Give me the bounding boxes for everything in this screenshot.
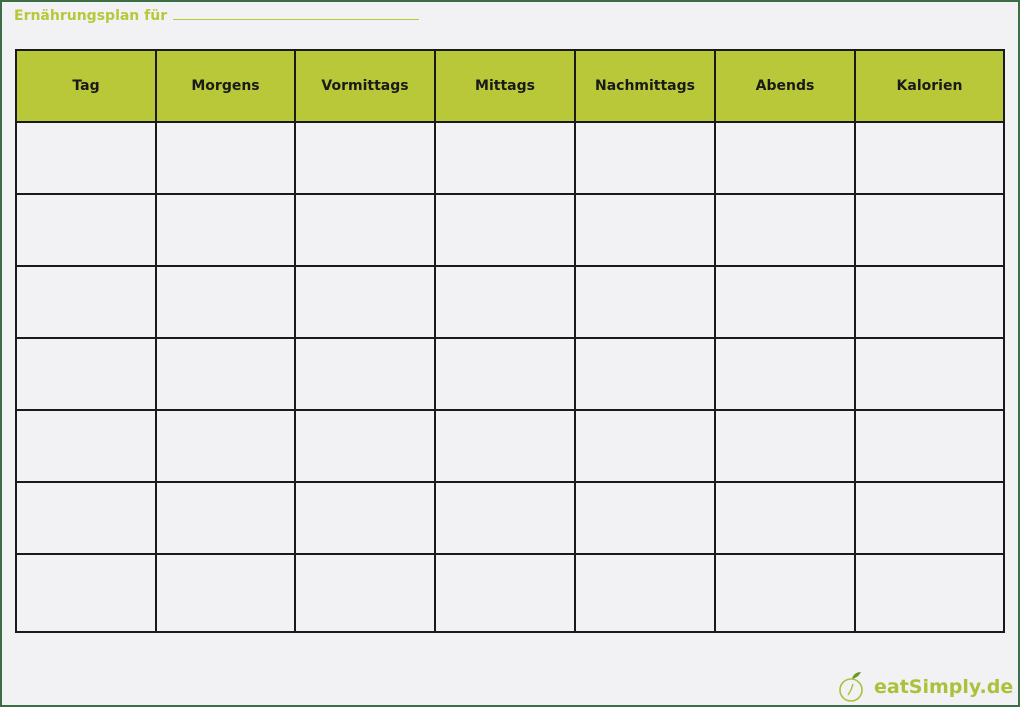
table-cell[interactable] bbox=[714, 265, 856, 339]
col-header-tag: Tag bbox=[15, 49, 157, 123]
table-row bbox=[15, 481, 1005, 555]
table-cell[interactable] bbox=[714, 337, 856, 411]
table-cell[interactable] bbox=[434, 553, 576, 633]
col-header-mittags: Mittags bbox=[434, 49, 576, 123]
table-cell[interactable] bbox=[15, 337, 157, 411]
table-cell[interactable] bbox=[434, 337, 576, 411]
table-cell[interactable] bbox=[294, 193, 436, 267]
table-cell[interactable] bbox=[434, 265, 576, 339]
table-cell[interactable] bbox=[434, 481, 576, 555]
eatsimply-logo: eatSimply.de bbox=[838, 671, 1013, 703]
table-row bbox=[15, 337, 1005, 411]
col-header-vormittags: Vormittags bbox=[294, 49, 436, 123]
col-header-kalorien: Kalorien bbox=[854, 49, 1005, 123]
table-cell[interactable] bbox=[574, 409, 716, 483]
table-cell[interactable] bbox=[155, 121, 296, 195]
table-cell[interactable] bbox=[714, 121, 856, 195]
table-cell[interactable] bbox=[15, 265, 157, 339]
name-blank-line[interactable] bbox=[173, 5, 420, 20]
table-cell[interactable] bbox=[854, 121, 1005, 195]
table-row bbox=[15, 265, 1005, 339]
table-cell[interactable] bbox=[714, 481, 856, 555]
table-cell[interactable] bbox=[15, 481, 157, 555]
table-row bbox=[15, 193, 1005, 267]
table-cell[interactable] bbox=[294, 337, 436, 411]
table-cell[interactable] bbox=[854, 265, 1005, 339]
apple-stopwatch-icon bbox=[839, 672, 863, 702]
table-cell[interactable] bbox=[294, 121, 436, 195]
table-cell[interactable] bbox=[854, 193, 1005, 267]
table-cell[interactable] bbox=[155, 265, 296, 339]
table-cell[interactable] bbox=[574, 121, 716, 195]
meal-plan-table: Tag Morgens Vormittags Mittags Nachmitta… bbox=[15, 49, 1005, 633]
col-header-morgens: Morgens bbox=[155, 49, 296, 123]
table-cell[interactable] bbox=[15, 553, 157, 633]
table-row bbox=[15, 409, 1005, 483]
table-cell[interactable] bbox=[574, 481, 716, 555]
table-cell[interactable] bbox=[434, 409, 576, 483]
table-cell[interactable] bbox=[155, 409, 296, 483]
table-cell[interactable] bbox=[155, 337, 296, 411]
table-cell[interactable] bbox=[294, 481, 436, 555]
table-cell[interactable] bbox=[294, 553, 436, 633]
table-row bbox=[15, 121, 1005, 195]
table-cell[interactable] bbox=[294, 409, 436, 483]
page-title: Ernährungsplan für bbox=[14, 5, 420, 24]
table-cell[interactable] bbox=[854, 409, 1005, 483]
table-cell[interactable] bbox=[854, 337, 1005, 411]
table-row bbox=[15, 553, 1005, 633]
table-cell[interactable] bbox=[434, 121, 576, 195]
table-cell[interactable] bbox=[854, 553, 1005, 633]
table-cell[interactable] bbox=[155, 193, 296, 267]
table-cell[interactable] bbox=[15, 121, 157, 195]
logo-text: eatSimply.de bbox=[874, 676, 1014, 698]
table-cell[interactable] bbox=[15, 193, 157, 267]
table-cell[interactable] bbox=[574, 265, 716, 339]
col-header-abends: Abends bbox=[714, 49, 856, 123]
table-cell[interactable] bbox=[574, 553, 716, 633]
header-row: Tag Morgens Vormittags Mittags Nachmitta… bbox=[15, 49, 1005, 123]
col-header-nachmittags: Nachmittags bbox=[574, 49, 716, 123]
table-cell[interactable] bbox=[714, 553, 856, 633]
table-cell[interactable] bbox=[574, 193, 716, 267]
table-cell[interactable] bbox=[155, 481, 296, 555]
table-cell[interactable] bbox=[294, 265, 436, 339]
table-cell[interactable] bbox=[714, 193, 856, 267]
table-cell[interactable] bbox=[714, 409, 856, 483]
title-text: Ernährungsplan für bbox=[14, 8, 168, 24]
table-cell[interactable] bbox=[854, 481, 1005, 555]
table-cell[interactable] bbox=[155, 553, 296, 633]
table-cell[interactable] bbox=[434, 193, 576, 267]
table-cell[interactable] bbox=[15, 409, 157, 483]
table-cell[interactable] bbox=[574, 337, 716, 411]
